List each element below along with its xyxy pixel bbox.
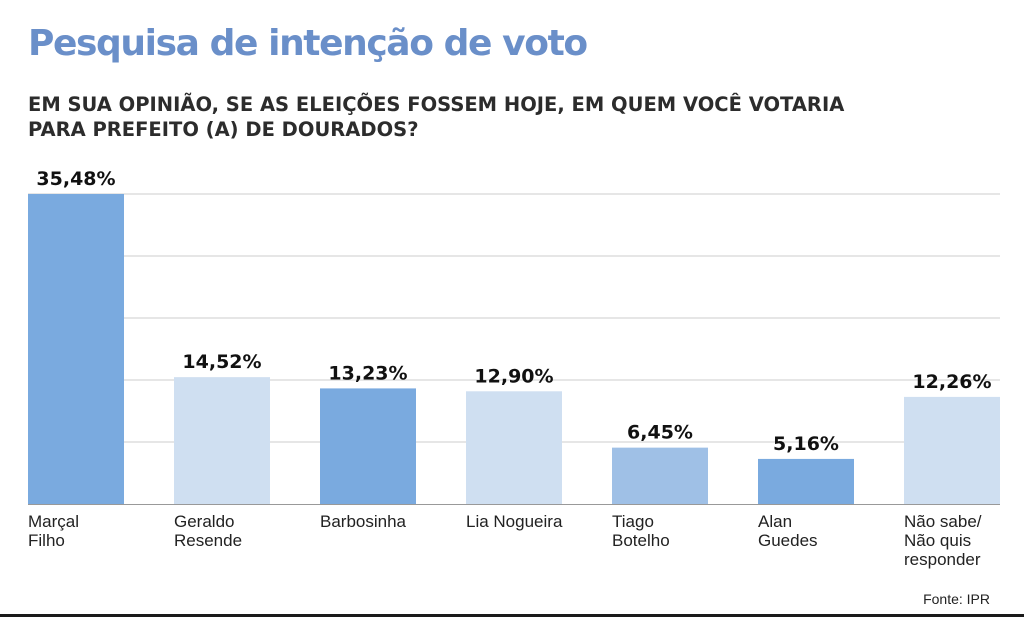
data-label: 12,26%: [912, 371, 991, 393]
bar: [758, 458, 854, 504]
subtitle-line-2: PARA PREFEITO (A) DE DOURADOS?: [28, 118, 419, 141]
category-label: Geraldo Resende: [174, 512, 242, 550]
bar: [320, 388, 416, 504]
category-label: Não sabe/Não quis responder: [904, 512, 982, 569]
source-note: Fonte: IPR: [923, 591, 990, 607]
data-label: 35,48%: [36, 168, 115, 190]
category-label: Marçal Filho: [28, 512, 79, 550]
data-label: 14,52%: [182, 351, 261, 373]
data-label: 5,16%: [773, 433, 839, 455]
bottom-rule: [0, 614, 1024, 617]
data-label: 13,23%: [328, 362, 407, 384]
chart-title: Pesquisa de intenção de voto: [28, 23, 588, 64]
chart-subtitle: EM SUA OPINIÃO, SE AS ELEIÇÕES FOSSEM HO…: [28, 92, 844, 142]
category-label: Lia Nogueira: [466, 512, 563, 531]
category-label: Barbosinha: [320, 512, 407, 531]
bar: [28, 194, 124, 504]
bar: [174, 377, 270, 504]
category-label: Alan Guedes: [758, 512, 818, 550]
data-label: 6,45%: [627, 422, 693, 444]
bar: [904, 396, 1000, 504]
subtitle-line-1: EM SUA OPINIÃO, SE AS ELEIÇÕES FOSSEM HO…: [28, 93, 845, 116]
bar: [466, 391, 562, 504]
data-label: 12,90%: [474, 365, 553, 387]
bar: [612, 447, 708, 504]
category-label: Tiago Botelho: [612, 512, 670, 550]
